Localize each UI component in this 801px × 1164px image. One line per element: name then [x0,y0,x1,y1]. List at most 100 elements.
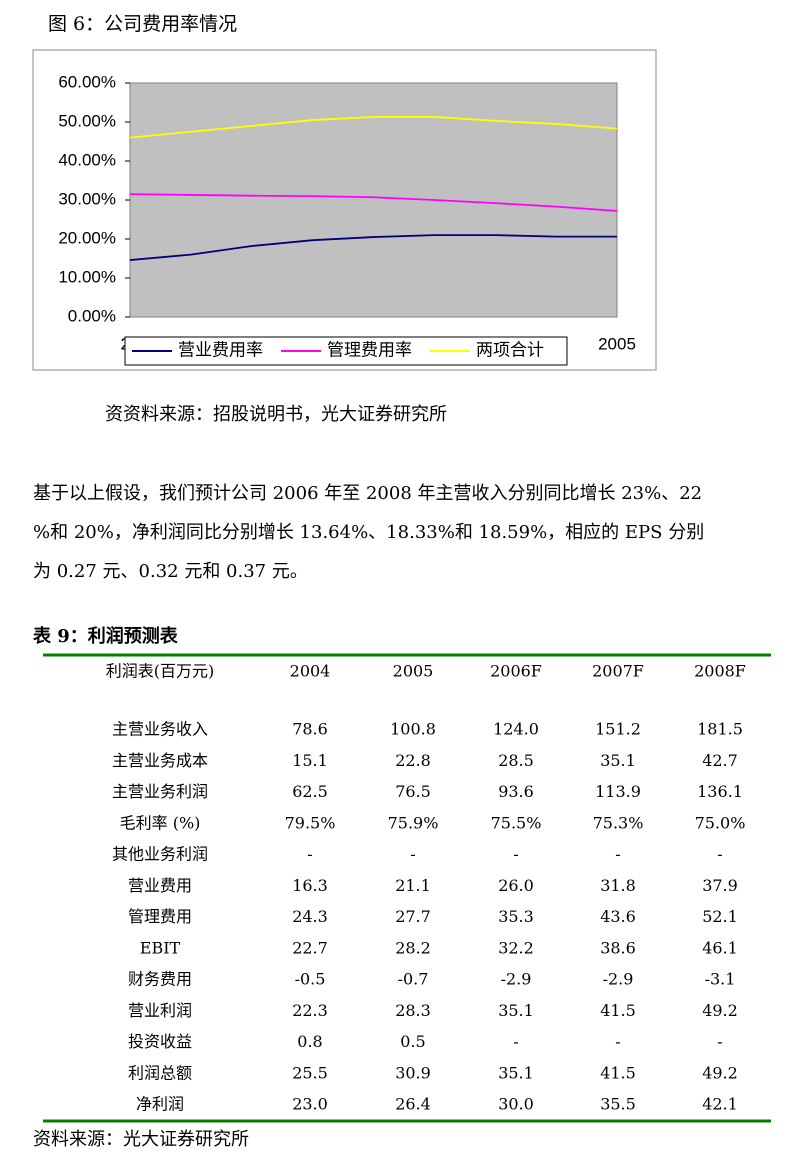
y-tick-label: 10.00% [58,267,116,286]
table-cell: 38.6 [600,938,636,957]
table-cell: 22.8 [395,751,431,770]
y-tick-label: 60.00% [58,72,116,91]
y-tick-label: 30.00% [58,189,116,208]
table-cell: 42.1 [702,1095,738,1114]
row-label: 主营业务成本 [112,751,208,770]
y-tick-label: 0.00% [68,306,116,325]
table-cell: 31.8 [600,876,636,895]
legend-label: 管理费用率 [327,341,412,361]
y-tick-label: 50.00% [58,111,116,130]
table-cell: - [717,845,722,864]
table-title: 表 9：利润预测表 [33,625,179,647]
table-cell: 46.1 [702,938,738,957]
paragraph-line: %和 20%，净利润同比分别增长 13.64%、18.33%和 18.59%，相… [33,522,704,543]
table-cell: 79.5% [285,813,336,832]
table-cell: 93.6 [498,782,534,801]
table-cell: 0.8 [297,1032,322,1051]
row-label: 财务费用 [128,970,192,989]
x-tick-label: 2005 [598,334,636,353]
table-cell: - [410,845,415,864]
table-cell: 28.5 [498,751,534,770]
table-cell: 30.0 [498,1095,534,1114]
table-cell: 26.4 [395,1095,431,1114]
table-cell: -2.9 [603,970,634,989]
table-header: 2006F [490,662,542,681]
table-cell: 35.1 [498,1001,534,1020]
row-label: 主营业务收入 [112,720,208,739]
plot-area [129,82,618,318]
table-cell: 75.3% [593,813,644,832]
table-cell: - [717,1032,722,1051]
y-tick-label: 20.00% [58,228,116,247]
row-label: 营业费用 [128,876,192,895]
table-cell: - [615,845,620,864]
table-header: 利润表(百万元) [106,662,215,681]
table-cell: 24.3 [292,907,328,926]
table-cell: 23.0 [292,1095,328,1114]
table-cell: 75.5% [491,813,542,832]
table-cell: -3.1 [705,970,736,989]
table-cell: -0.7 [398,970,429,989]
table-cell: 27.7 [395,907,431,926]
table-header: 2005 [393,662,434,681]
table-cell: 26.0 [498,876,534,895]
table-cell: 42.7 [702,751,738,770]
table-cell: 35.3 [498,907,534,926]
row-label: 净利润 [136,1095,184,1114]
table-cell: - [307,845,312,864]
row-label: EBIT [140,938,181,957]
table-cell: 30.9 [395,1063,431,1082]
table-cell: 21.1 [395,876,431,895]
row-label: 主营业务利润 [112,782,208,801]
table-cell: 100.8 [390,720,436,739]
legend-label: 两项合计 [476,341,544,361]
table-cell: 35.1 [498,1063,534,1082]
table-cell: 37.9 [702,876,738,895]
series-line [129,234,617,261]
table-cell: - [513,845,518,864]
table-cell: -0.5 [295,970,326,989]
table-cell: 28.2 [395,938,431,957]
table-header: 2008F [694,662,746,681]
table-cell: 181.5 [697,720,743,739]
table-cell: 113.9 [595,782,641,801]
table-source: 资料来源：光大证券研究所 [33,1129,249,1150]
table-cell: 41.5 [600,1063,636,1082]
y-tick-label: 40.00% [58,150,116,169]
table-cell: 75.9% [388,813,439,832]
table-cell: - [513,1032,518,1051]
table-cell: - [615,1032,620,1051]
paragraph-line: 基于以上假设，我们预计公司 2006 年至 2008 年主营收入分别同比增长 2… [33,483,702,504]
table-cell: -2.9 [501,970,532,989]
legend-label: 营业费用率 [178,341,263,361]
table-cell: 43.6 [600,907,636,926]
table-cell: 49.2 [702,1001,738,1020]
table-cell: 22.7 [292,938,328,957]
table-cell: 22.3 [292,1001,328,1020]
table-cell: 76.5 [395,782,431,801]
legend [124,336,568,366]
row-label: 毛利率 (%) [120,813,201,832]
row-label: 管理费用 [128,907,192,926]
table-cell: 35.1 [600,751,636,770]
table-cell: 151.2 [595,720,641,739]
table-cell: 124.0 [493,720,539,739]
table-cell: 32.2 [498,938,534,957]
series-line [129,193,618,212]
row-label: 营业利润 [128,1001,192,1020]
table-cell: 52.1 [702,907,738,926]
table-cell: 28.3 [395,1001,431,1020]
table-cell: 49.2 [702,1063,738,1082]
table-cell: 35.5 [600,1095,636,1114]
table-cell: 25.5 [292,1063,328,1082]
table-header: 2007F [592,662,644,681]
row-label: 利润总额 [128,1063,192,1082]
series-line [129,116,618,139]
paragraph-line: 为 0.27 元、0.32 元和 0.37 元。 [33,561,308,582]
figure-source: 资资料来源：招股说明书，光大证券研究所 [105,404,447,425]
table-cell: 75.0% [695,813,746,832]
table-cell: 0.5 [400,1032,425,1051]
table-cell: 16.3 [292,876,328,895]
row-label: 其他业务利润 [112,845,208,864]
